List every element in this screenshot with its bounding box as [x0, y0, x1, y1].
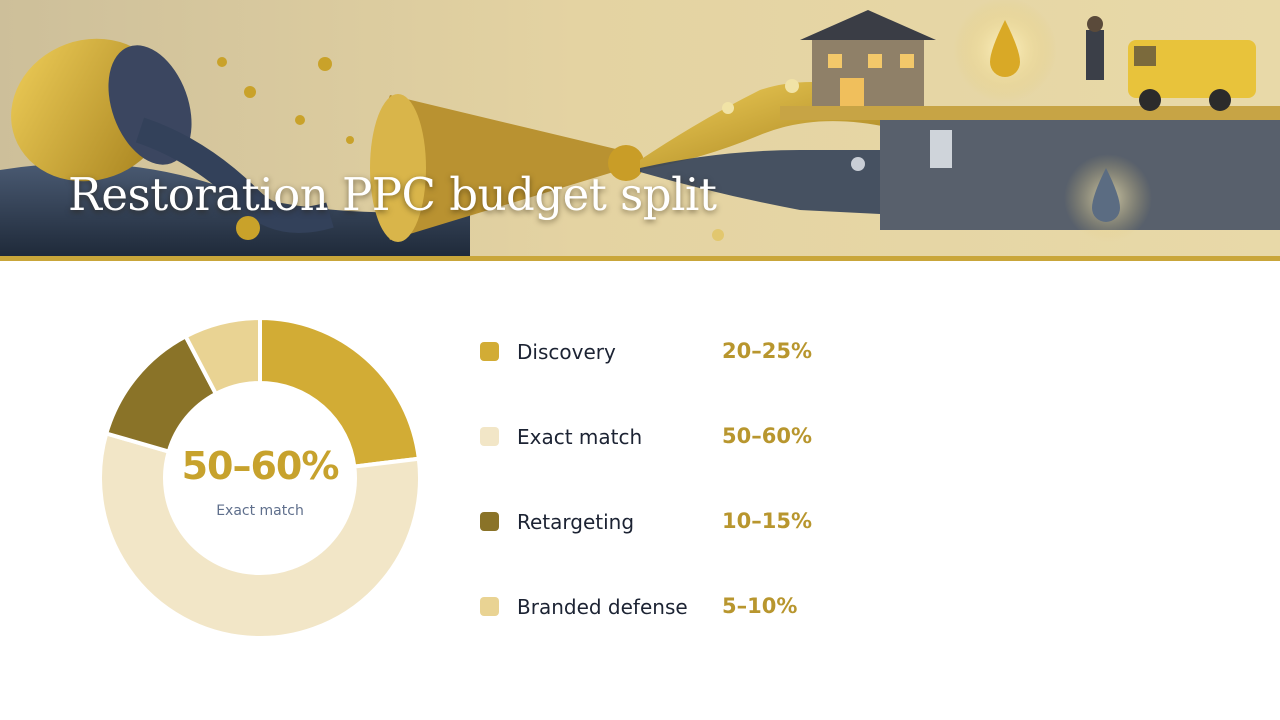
legend-label: Retargeting	[517, 510, 635, 534]
legend-value: 50–60%	[722, 424, 812, 448]
legend-value: 5–10%	[722, 594, 798, 618]
legend-item-exact-match: Exact match 50–60%	[480, 415, 900, 459]
donut-slice-branded-defense	[183, 316, 262, 396]
legend-value: 10–15%	[722, 509, 812, 533]
donut-center-value: 50–60%	[181, 444, 340, 488]
donut-center-label: Exact match	[216, 503, 304, 519]
donut-slice-exact-match	[98, 431, 422, 640]
legend-item-retargeting: Retargeting 10–15%	[480, 500, 900, 544]
header-banner: Restoration PPC budget split	[0, 0, 1280, 256]
legend-item-branded-defense: Branded defense 5–10%	[480, 585, 900, 629]
legend-swatch	[480, 427, 499, 446]
legend-label: Discovery	[517, 340, 616, 364]
donut-chart	[98, 316, 422, 640]
banner-illustration	[0, 0, 1280, 256]
donut-slice-discovery	[258, 316, 421, 469]
banner-divider	[0, 256, 1280, 261]
legend-label: Branded defense	[517, 595, 688, 619]
legend-swatch	[480, 512, 499, 531]
legend-swatch	[480, 342, 499, 361]
legend-swatch	[480, 597, 499, 616]
legend-value: 20–25%	[722, 339, 812, 363]
legend-item-discovery: Discovery 20–25%	[480, 330, 900, 374]
page-title: Restoration PPC budget split	[68, 168, 717, 221]
legend-label: Exact match	[517, 425, 643, 449]
